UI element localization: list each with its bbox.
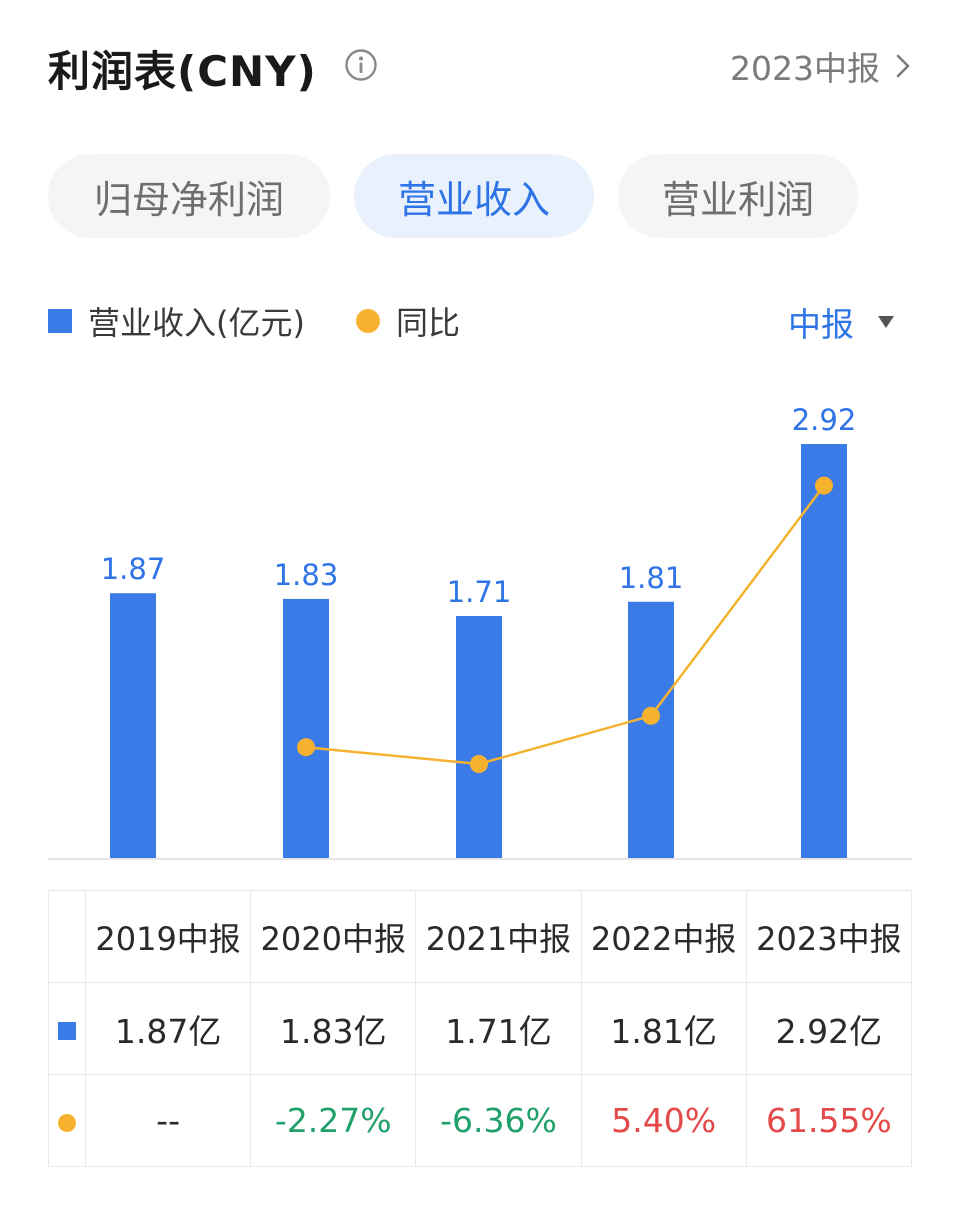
legend-bar-marker xyxy=(48,309,72,333)
period-link-label: 2023中报 xyxy=(730,49,880,88)
bar-value-label: 1.83 xyxy=(274,558,339,592)
revenue-square-icon xyxy=(58,1022,76,1040)
chevron-right-icon xyxy=(896,54,910,78)
caret-down-icon xyxy=(878,316,894,328)
period-select[interactable]: 中报 xyxy=(788,298,894,346)
table-cell: 1.71亿 xyxy=(415,982,582,1075)
table-row-revenue: 1.87亿 1.83亿 1.71亿 1.81亿 2.92亿 xyxy=(48,982,913,1075)
table-corner-cell xyxy=(48,890,86,983)
row-marker-cell xyxy=(48,1074,86,1167)
yoy-line xyxy=(305,484,825,766)
info-icon[interactable] xyxy=(344,48,378,82)
table-cell: -6.36% xyxy=(415,1074,582,1167)
legend-bar-label: 营业收入(亿元) xyxy=(88,304,305,342)
bar-2021中报[interactable] xyxy=(456,615,502,859)
table-header-cell: 2023中报 xyxy=(745,890,913,983)
yoy-point[interactable] xyxy=(642,706,660,725)
table-header-row: 2019中报 2020中报 2021中报 2022中报 2023中报 xyxy=(48,890,913,983)
tab-operating-profit[interactable]: 营业利润 xyxy=(618,154,858,238)
table-cell: 1.87亿 xyxy=(84,982,252,1075)
chart-legend: 营业收入(亿元) 同比 中报 xyxy=(48,296,912,346)
yoy-dot-icon xyxy=(58,1114,76,1132)
yoy-point[interactable] xyxy=(470,755,488,773)
table-cell: -- xyxy=(84,1074,252,1167)
bar-value-label: 2.92 xyxy=(792,403,857,437)
table-cell: 1.83亿 xyxy=(250,982,417,1075)
bar-2020中报[interactable] xyxy=(283,598,329,859)
data-table: 2019中报 2020中报 2021中报 2022中报 2023中报 1.87亿… xyxy=(48,890,913,1167)
tab-revenue[interactable]: 营业收入 xyxy=(354,154,594,238)
legend-line-label: 同比 xyxy=(396,304,461,342)
page-title: 利润表(CNY) xyxy=(48,47,317,96)
legend-line-marker xyxy=(356,309,380,333)
table-cell: -2.27% xyxy=(250,1074,417,1167)
period-select-label: 中报 xyxy=(788,305,854,344)
tab-net-profit[interactable]: 归母净利润 xyxy=(48,154,330,238)
metric-tabs: 归母净利润 营业收入 营业利润 xyxy=(48,154,912,238)
table-header-cell: 2021中报 xyxy=(415,890,582,983)
period-link[interactable]: 2023中报 xyxy=(730,42,912,90)
row-marker-cell xyxy=(48,982,86,1075)
table-header-cell: 2020中报 xyxy=(250,890,417,983)
bar-2019中报[interactable] xyxy=(110,593,156,859)
table-header-cell: 2022中报 xyxy=(580,890,747,983)
bar-value-label: 1.71 xyxy=(447,575,512,609)
bar-value-label: 1.87 xyxy=(101,552,166,586)
bar-2023中报[interactable] xyxy=(801,444,847,859)
table-cell: 2.92亿 xyxy=(745,982,913,1075)
header: 利润表(CNY) 2023中报 xyxy=(48,34,912,98)
bar-value-label: 1.81 xyxy=(619,561,684,595)
revenue-chart: 1.87 1.83 1.71 1.81 2.92 xyxy=(48,403,912,860)
yoy-point[interactable] xyxy=(297,738,315,757)
bar-2022中报[interactable] xyxy=(628,601,674,859)
yoy-point[interactable] xyxy=(815,476,833,495)
table-cell: 5.40% xyxy=(580,1074,747,1167)
table-header-cell: 2019中报 xyxy=(84,890,252,983)
table-cell: 1.81亿 xyxy=(580,982,747,1075)
table-row-yoy: -- -2.27% -6.36% 5.40% 61.55% xyxy=(48,1074,913,1167)
table-cell: 61.55% xyxy=(745,1074,913,1167)
